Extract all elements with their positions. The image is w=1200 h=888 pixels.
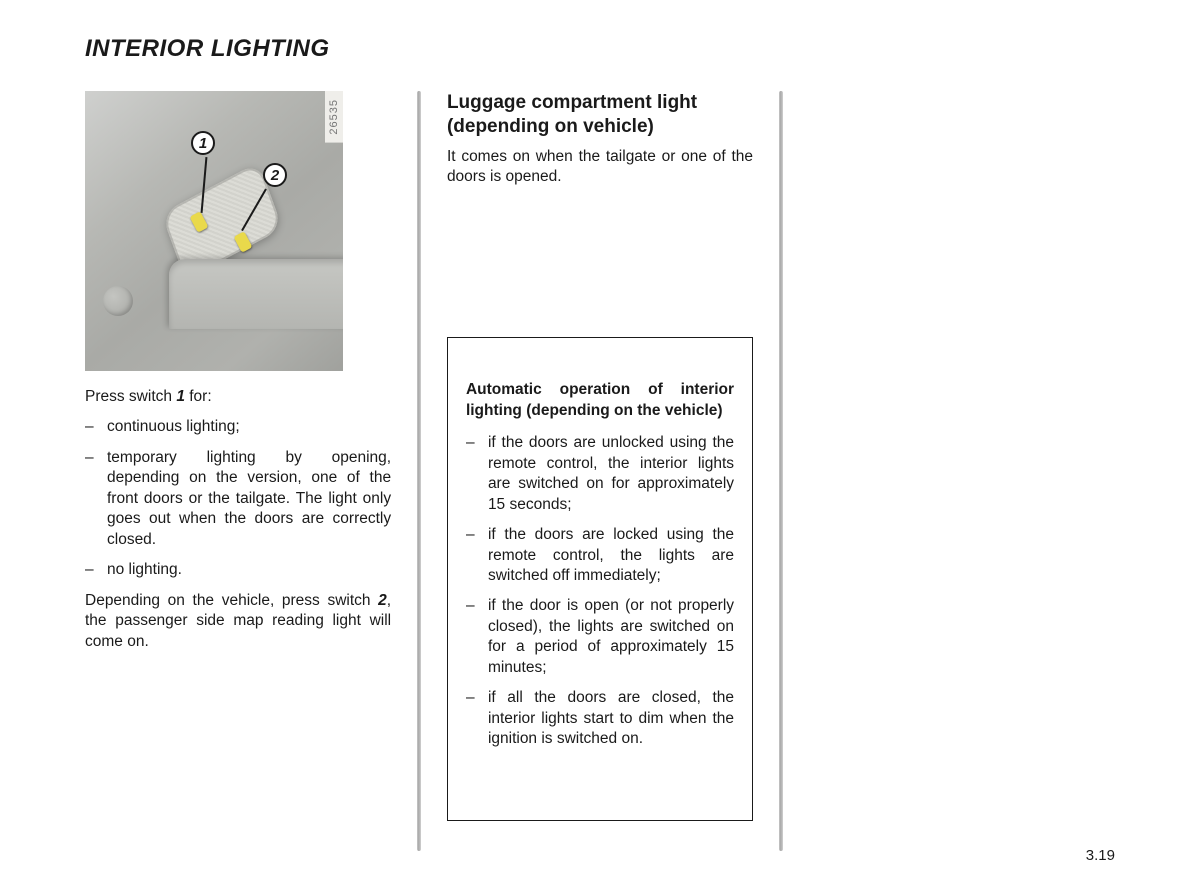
page-number: 3.19 bbox=[1086, 847, 1115, 864]
list-item: if the doors are unlocked using the remo… bbox=[466, 433, 734, 515]
closing-line: Depending on the vehicle, press switch 2… bbox=[85, 591, 391, 652]
note-title: Automatic operation of interior lighting… bbox=[466, 380, 734, 421]
section-body: It comes on when the tailgate or one of … bbox=[447, 147, 753, 188]
section-heading: Luggage compartment light (depending on … bbox=[447, 91, 753, 139]
closing-pre: Depending on the vehicle, press switch bbox=[85, 592, 378, 609]
intro-post: for: bbox=[185, 388, 212, 405]
interior-light-figure: 26535 1 2 bbox=[85, 91, 343, 371]
callout-1: 1 bbox=[191, 131, 215, 155]
col1-bullets: continuous lighting; temporary lighting … bbox=[85, 417, 391, 580]
note-bullets: if the doors are unlocked using the remo… bbox=[466, 433, 734, 749]
column-divider bbox=[779, 91, 783, 851]
trim-knob bbox=[103, 286, 133, 316]
intro-pre: Press switch bbox=[85, 388, 176, 405]
column-divider bbox=[417, 91, 421, 851]
column-right bbox=[809, 91, 1115, 851]
content-columns: 26535 1 2 Press switch 1 for: continuous… bbox=[85, 91, 1115, 851]
column-middle: Luggage compartment light (depending on … bbox=[447, 91, 753, 851]
sun-visor bbox=[169, 259, 343, 329]
photo-ref: 26535 bbox=[325, 91, 343, 143]
list-item: if the door is open (or not properly clo… bbox=[466, 596, 734, 678]
list-item: continuous lighting; bbox=[85, 417, 391, 437]
intro-line: Press switch 1 for: bbox=[85, 387, 391, 407]
callout-2: 2 bbox=[263, 163, 287, 187]
list-item: if the doors are locked using the remote… bbox=[466, 525, 734, 586]
page-title: INTERIOR LIGHTING bbox=[85, 35, 1115, 63]
list-item: temporary lighting by opening, depending… bbox=[85, 448, 391, 550]
note-box: Automatic operation of interior lighting… bbox=[447, 337, 753, 820]
list-item: no lighting. bbox=[85, 560, 391, 580]
column-left: 26535 1 2 Press switch 1 for: continuous… bbox=[85, 91, 391, 851]
intro-em: 1 bbox=[176, 388, 185, 405]
list-item: if all the doors are closed, the interio… bbox=[466, 688, 734, 749]
closing-em: 2 bbox=[378, 592, 387, 609]
col1-text: Press switch 1 for: continuous lighting;… bbox=[85, 387, 391, 652]
